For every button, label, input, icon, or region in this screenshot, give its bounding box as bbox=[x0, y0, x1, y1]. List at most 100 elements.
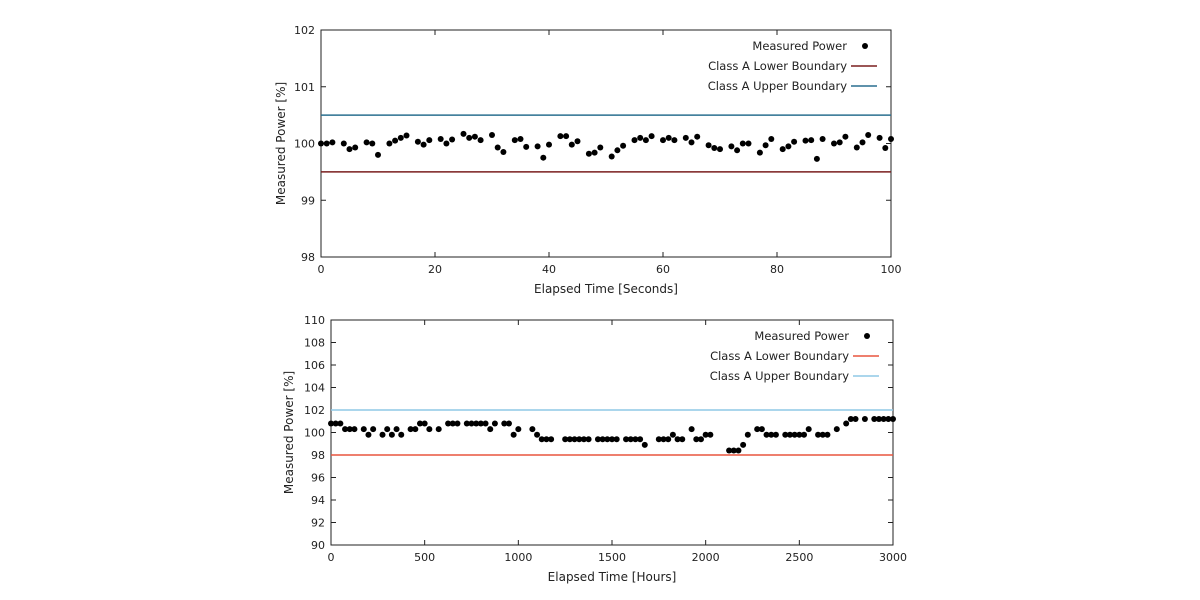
measured-power-point bbox=[707, 431, 714, 438]
x-axis-label: Elapsed Time [Seconds] bbox=[534, 282, 678, 296]
measured-power-point bbox=[648, 133, 655, 140]
measured-power-point bbox=[407, 426, 414, 433]
x-tick-label: 100 bbox=[881, 263, 902, 276]
measured-power-point bbox=[819, 431, 826, 438]
measured-power-point bbox=[566, 436, 573, 443]
measured-power-point bbox=[511, 137, 518, 144]
measured-power-point bbox=[609, 436, 615, 443]
measured-power-point bbox=[756, 149, 763, 156]
measured-power-point bbox=[397, 134, 404, 141]
x-tick-label: 1500 bbox=[598, 551, 626, 564]
measured-power-point bbox=[758, 426, 765, 433]
measured-power-point bbox=[613, 436, 620, 443]
measured-power-point bbox=[477, 137, 484, 144]
y-tick-label: 94 bbox=[311, 494, 325, 507]
measured-power-point bbox=[468, 420, 475, 427]
measured-power-point bbox=[762, 142, 769, 149]
measured-power-point bbox=[831, 140, 837, 147]
measured-power-point bbox=[487, 426, 494, 433]
x-tick-label: 80 bbox=[770, 263, 784, 276]
legend-label: Class A Lower Boundary bbox=[708, 59, 847, 73]
measured-power-point bbox=[641, 441, 648, 448]
measured-power-point bbox=[482, 420, 489, 427]
measured-power-point bbox=[631, 137, 638, 144]
measured-power-point bbox=[669, 431, 676, 438]
measured-power-point bbox=[412, 426, 419, 433]
measured-power-point bbox=[363, 139, 370, 146]
measured-power-point bbox=[342, 426, 349, 433]
measured-power-point bbox=[454, 420, 461, 427]
measured-power-point bbox=[785, 143, 792, 150]
measured-power-point bbox=[379, 431, 386, 438]
measured-power-point bbox=[728, 143, 735, 150]
measured-power-point bbox=[491, 420, 498, 427]
measured-power-point bbox=[332, 420, 339, 427]
measured-power-point bbox=[843, 420, 850, 427]
x-axis-label: Elapsed Time [Hours] bbox=[548, 570, 677, 584]
measured-power-point bbox=[682, 134, 689, 141]
measured-power-point bbox=[460, 130, 467, 137]
measured-power-point bbox=[517, 135, 524, 142]
chart-seconds: 0 20 40 60 80 100 98 99 100 101 102 Elapsed Time [S… bbox=[274, 24, 902, 296]
x-tick-label: 2500 bbox=[785, 551, 813, 564]
measured-power-point bbox=[505, 420, 512, 427]
measured-power-point bbox=[740, 441, 747, 448]
measured-power-point bbox=[888, 135, 894, 142]
measured-power-point bbox=[815, 431, 822, 438]
measured-power-point bbox=[824, 431, 831, 438]
measured-power-point bbox=[632, 436, 639, 443]
measured-power-point bbox=[637, 134, 644, 141]
y-tick-label: 102 bbox=[294, 24, 315, 37]
measured-power-point bbox=[801, 431, 808, 438]
measured-power-point bbox=[735, 447, 742, 454]
measured-power-point bbox=[805, 426, 812, 433]
measured-power-point bbox=[847, 416, 854, 422]
measured-power-point bbox=[500, 149, 507, 156]
y-tick-label: 101 bbox=[294, 81, 315, 94]
measured-power-point bbox=[420, 141, 427, 148]
measured-power-point bbox=[403, 132, 410, 139]
measured-power-point bbox=[730, 447, 737, 454]
measured-power-point bbox=[318, 140, 324, 147]
measured-power-point bbox=[365, 431, 372, 438]
measured-power-point bbox=[494, 144, 501, 151]
measured-power-point bbox=[890, 416, 896, 422]
measured-power-point bbox=[655, 436, 662, 443]
y-tick-label: 96 bbox=[311, 472, 325, 485]
measured-power-point bbox=[808, 137, 815, 144]
measured-power-point bbox=[875, 416, 882, 422]
measured-power-point bbox=[665, 436, 672, 443]
measured-power-point bbox=[754, 426, 761, 433]
measured-power-point bbox=[351, 426, 358, 433]
measured-power-point bbox=[833, 426, 840, 433]
measured-power-point bbox=[745, 140, 752, 147]
measured-power-point bbox=[426, 426, 433, 433]
measured-power-point bbox=[414, 138, 421, 145]
measured-power-point bbox=[671, 137, 678, 144]
measured-power-point bbox=[768, 431, 775, 438]
measured-power-point bbox=[328, 420, 334, 427]
x-tick-label: 0 bbox=[328, 551, 335, 564]
measured-power-point bbox=[388, 431, 395, 438]
y-tick-label: 106 bbox=[304, 359, 325, 372]
measured-power-point bbox=[501, 420, 508, 427]
measured-power-point bbox=[620, 142, 627, 149]
y-tick-label: 102 bbox=[304, 404, 325, 417]
measured-power-point bbox=[534, 143, 541, 150]
measured-power-point bbox=[489, 131, 495, 138]
measured-power-point bbox=[585, 150, 592, 157]
measured-power-point bbox=[604, 436, 611, 443]
measured-power-point bbox=[435, 426, 442, 433]
measured-power-point bbox=[705, 142, 712, 149]
measured-power-point bbox=[574, 138, 581, 145]
measured-power-point bbox=[449, 136, 456, 143]
measured-power-point bbox=[538, 436, 545, 443]
measured-power-point bbox=[352, 144, 359, 151]
legend-label: Class A Lower Boundary bbox=[710, 349, 849, 363]
x-tick-label: 40 bbox=[542, 263, 556, 276]
y-tick-label: 100 bbox=[304, 427, 325, 440]
measured-power-point bbox=[523, 143, 530, 150]
measured-power-point bbox=[739, 140, 746, 147]
measured-power-point bbox=[466, 134, 473, 141]
measured-power-point bbox=[688, 139, 695, 146]
